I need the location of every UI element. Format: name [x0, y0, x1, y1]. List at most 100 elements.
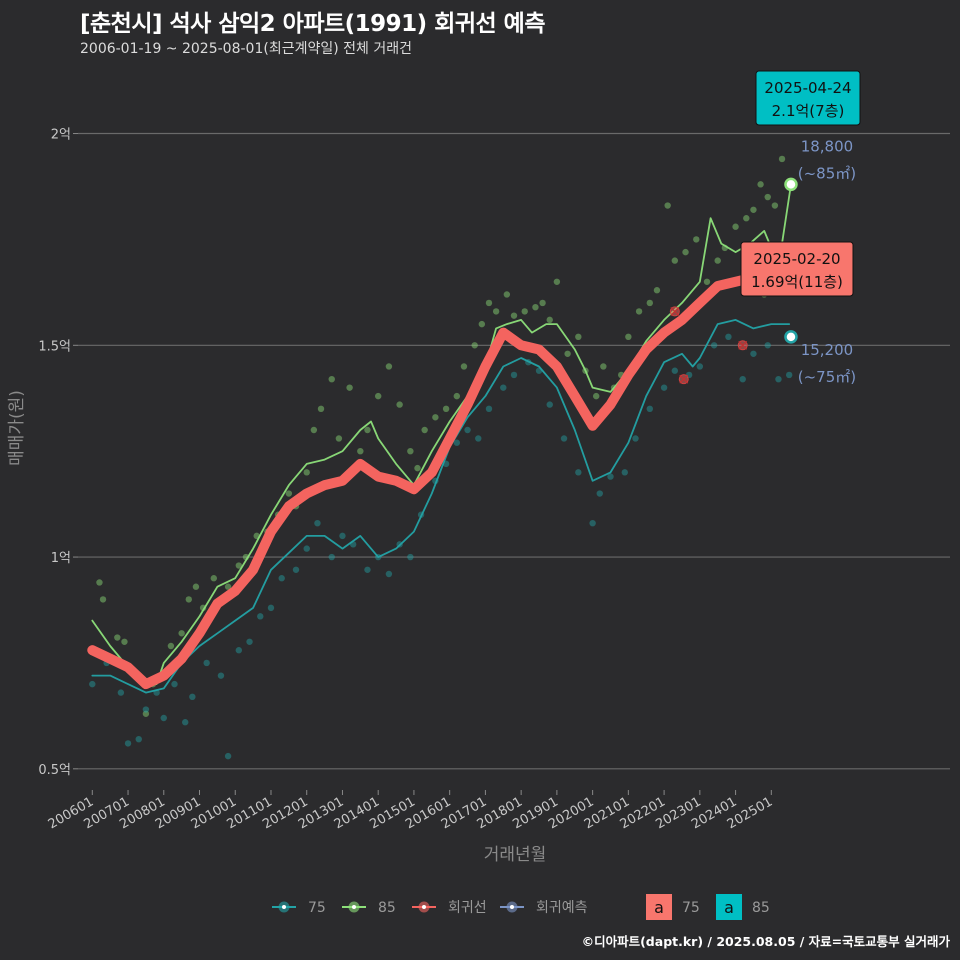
- regression-mark-cross: [679, 374, 689, 384]
- point-85: [750, 206, 757, 213]
- point-85: [442, 405, 450, 413]
- point-75: [500, 384, 507, 391]
- legend-label: 75: [308, 900, 326, 916]
- point-85: [510, 312, 518, 319]
- legend-label: 회귀선: [448, 900, 487, 916]
- point-75: [246, 638, 253, 645]
- point-85: [478, 320, 486, 328]
- endpoint-85-value: 18,800: [801, 137, 854, 155]
- point-85: [121, 638, 128, 645]
- point-85: [114, 634, 121, 641]
- point-85: [178, 630, 185, 637]
- point-75: [575, 469, 582, 476]
- regression-mark-cross: [738, 340, 748, 350]
- point-75: [607, 473, 614, 480]
- point-75: [453, 439, 461, 446]
- point-85: [414, 464, 421, 472]
- legend-fill-swatch: [716, 894, 742, 920]
- y-tick-label: 2억: [51, 128, 71, 143]
- x-axis-title: 거래년월: [484, 845, 547, 865]
- source-caption: ©디아파트(dapt.kr) / 2025.08.05 / 자료=국토교통부 실…: [581, 934, 950, 949]
- point-85: [210, 575, 218, 582]
- legend-fill-swatch: [646, 894, 672, 920]
- point-75: [710, 342, 718, 349]
- point-75: [510, 371, 518, 379]
- point-75: [546, 401, 553, 408]
- point-75: [135, 735, 142, 743]
- point-75: [485, 405, 493, 413]
- point-85: [564, 350, 571, 357]
- endpoint-85-marker: [784, 177, 798, 192]
- point-75: [775, 375, 782, 383]
- chart-subtitle: 2006-01-19 ~ 2025-08-01(최근계약일) 전체 거래건: [80, 41, 412, 57]
- legend-label: 회귀예측: [536, 900, 588, 916]
- point-85: [521, 308, 528, 315]
- annotation-75-price: 2.1억(7층): [772, 102, 845, 120]
- point-85: [167, 642, 175, 650]
- point-85: [346, 384, 353, 391]
- point-85: [703, 278, 711, 285]
- point-75: [725, 333, 732, 341]
- point-75: [407, 553, 414, 561]
- point-75: [160, 714, 167, 722]
- series-line-85: [91, 183, 792, 685]
- legend-label: 85: [378, 900, 396, 916]
- point-75: [224, 752, 232, 760]
- point-85: [693, 236, 700, 243]
- point-85: [625, 333, 632, 341]
- point-75: [278, 575, 285, 582]
- point-85: [671, 257, 679, 264]
- point-75: [314, 519, 321, 527]
- annotation-regression-date: 2025-02-20: [753, 250, 840, 268]
- series-lines: [87, 183, 798, 694]
- point-75: [589, 519, 596, 527]
- point-75: [560, 435, 568, 442]
- point-85: [192, 583, 200, 590]
- legend-dot-center: [352, 905, 356, 909]
- point-85: [374, 392, 382, 400]
- annotation-75: 2025-04-24 2.1억(7층): [755, 70, 861, 126]
- point-85: [539, 299, 546, 307]
- point-85: [185, 596, 192, 603]
- point-75: [696, 363, 704, 370]
- point-85: [492, 308, 500, 315]
- point-75: [142, 706, 150, 713]
- point-75: [257, 613, 264, 620]
- point-85: [682, 248, 689, 256]
- point-85: [592, 392, 600, 400]
- point-75: [646, 405, 654, 413]
- point-85: [317, 405, 325, 413]
- point-85: [432, 414, 439, 421]
- point-85: [771, 202, 779, 209]
- point-75: [182, 719, 189, 726]
- annotation-regression-box: [740, 241, 854, 297]
- point-85: [224, 583, 232, 590]
- y-tick-label: 0.5억: [38, 763, 71, 778]
- point-75: [203, 659, 210, 667]
- annotation-regression: 2025-02-20 1.69억(11층): [740, 241, 854, 297]
- point-85: [653, 287, 661, 294]
- point-85: [310, 426, 318, 434]
- point-75: [621, 469, 628, 476]
- point-75: [292, 566, 300, 573]
- point-85: [460, 363, 468, 370]
- point-85: [96, 579, 103, 586]
- point-75: [171, 680, 178, 688]
- point-75: [303, 545, 310, 552]
- point-85: [575, 333, 582, 341]
- point-85: [714, 257, 721, 264]
- point-85: [421, 426, 428, 434]
- point-85: [396, 401, 403, 408]
- endpoint-75-marker: [784, 330, 798, 344]
- point-85: [357, 447, 364, 455]
- point-75: [189, 693, 196, 701]
- point-85: [235, 562, 243, 569]
- point-85: [757, 181, 764, 188]
- point-75: [217, 672, 225, 679]
- point-85: [546, 316, 553, 324]
- point-85: [485, 299, 493, 307]
- point-85: [385, 363, 393, 370]
- point-75: [596, 490, 603, 497]
- point-75: [117, 689, 125, 696]
- point-85: [303, 469, 310, 476]
